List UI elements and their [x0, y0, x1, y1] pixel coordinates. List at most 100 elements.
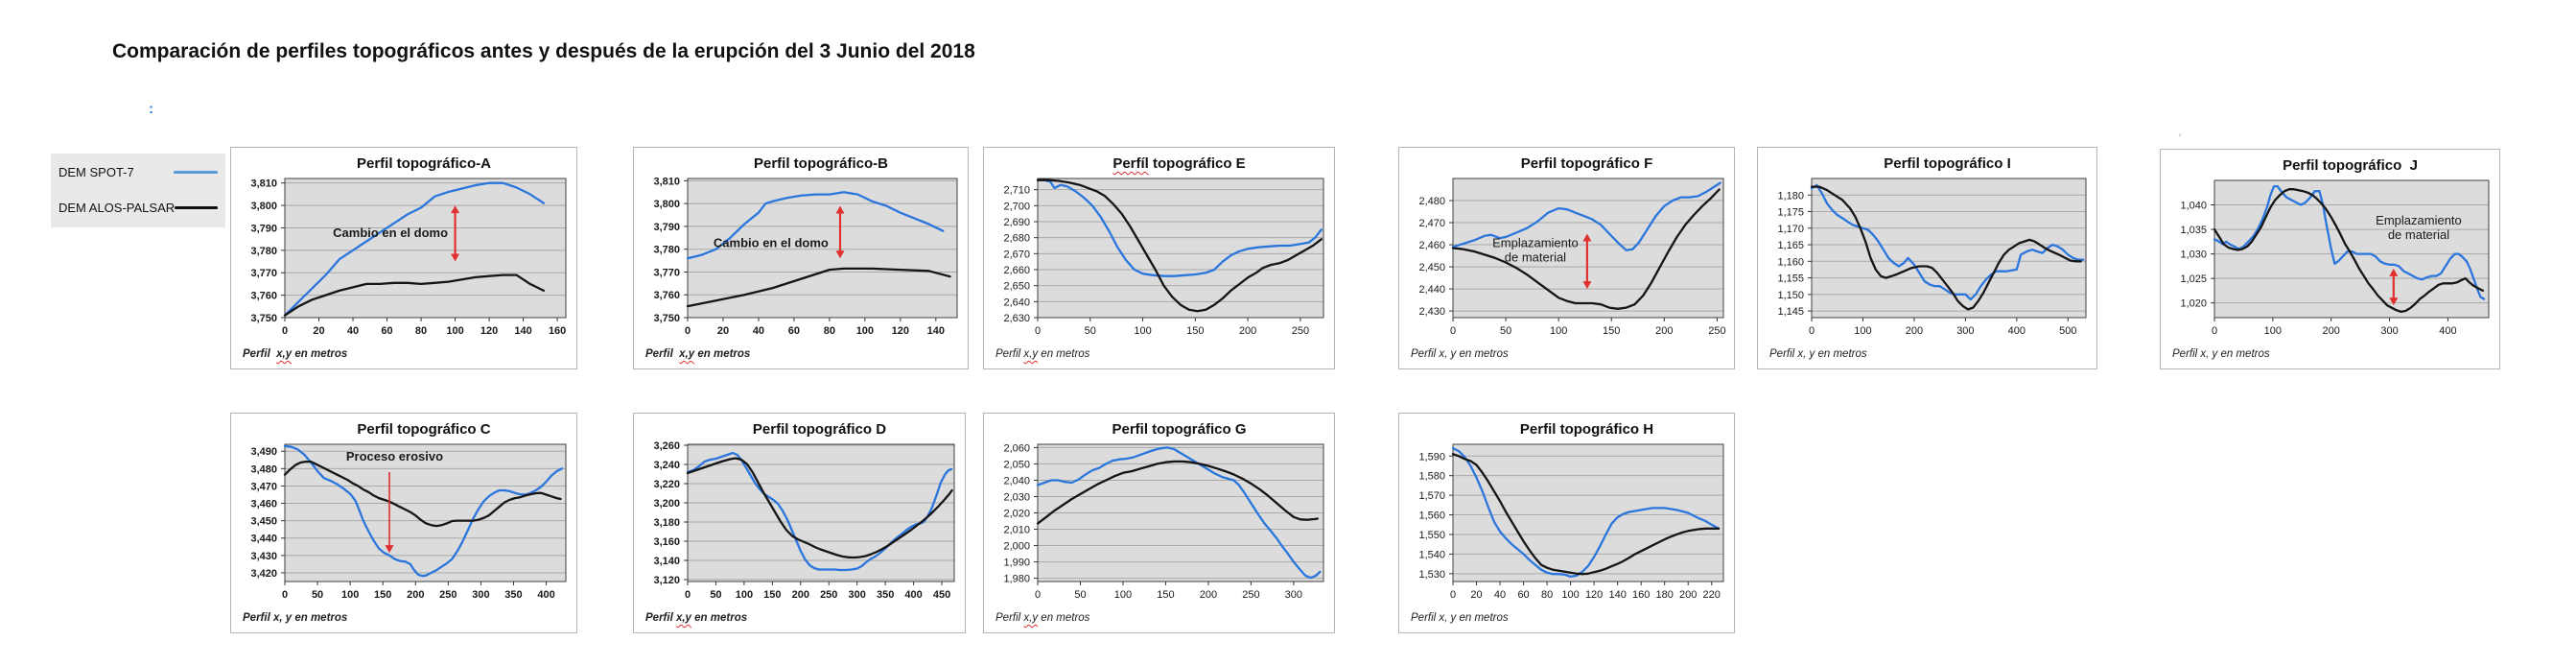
y-tick-label: 1,180	[1777, 190, 1804, 202]
series-line-dem-alos-palsar	[2213, 188, 2485, 314]
chart-plot-I: 1,145 1,150 1,155 1,160 1,165 1,170 1,175 1,180…	[1777, 178, 2087, 337]
x-tick-label: 150	[374, 589, 391, 601]
x-tick-label: 0	[282, 325, 288, 337]
x-tick-label: 180	[1656, 589, 1674, 601]
x-tick-label: 40	[347, 325, 359, 337]
chart-title: Perfil topográfico H	[1519, 421, 1654, 438]
chart-title: Perfíl topográfico E	[1112, 155, 1246, 172]
series-line-dem-alos-palsar	[1036, 178, 1323, 313]
x-tick-label: 200	[407, 589, 424, 601]
x-tick-label: 100	[1854, 325, 1871, 337]
y-tick-label: 3,800	[250, 201, 277, 212]
y-tick-label: 1,530	[1418, 569, 1445, 581]
annotation-text: Emplazamiento	[2376, 213, 2462, 227]
x-tick-label: 250	[1708, 325, 1725, 337]
annotation-text: de material	[1505, 249, 1566, 264]
x-tick-label: 20	[1470, 589, 1482, 601]
x-tick-label: 100	[341, 589, 359, 601]
x-tick-label: 250	[439, 589, 457, 601]
x-tick-label: 400	[2439, 325, 2456, 337]
x-tick-label: 40	[753, 325, 764, 337]
chart-plot-J: 1,020 1,025 1,030 1,035 1,040 0 100 200 300 400 Em…	[2180, 179, 2490, 337]
x-tick-label: 100	[1114, 589, 1132, 601]
y-tick-label: 2,630	[1003, 313, 1030, 324]
y-tick-label: 3,810	[250, 178, 277, 190]
x-tick-label: 300	[1285, 589, 1302, 601]
x-tick-label: 200	[1906, 325, 1923, 337]
series-line-dem-alos-palsar	[686, 267, 951, 308]
x-tick-label: 0	[2212, 325, 2217, 337]
series-line-dem-alos-palsar	[283, 273, 546, 317]
x-tick-label: 200	[1200, 589, 1217, 601]
y-tick-label: 2,440	[1418, 284, 1445, 296]
chart-title: Perfil topográfico-A	[356, 155, 491, 172]
x-tick-label: 120	[480, 325, 498, 337]
y-tick-label: 2,040	[1003, 475, 1030, 487]
x-tick-label: 200	[2323, 325, 2340, 337]
y-tick-label: 1,980	[1003, 574, 1030, 585]
y-tick-label: 3,780	[250, 246, 277, 257]
legend-line-spot7-icon	[174, 170, 218, 174]
y-tick-label: 1,035	[2180, 225, 2207, 236]
chart-xlabel: Perfil x,y en metros	[645, 612, 748, 624]
x-tick-label: 200	[1679, 589, 1697, 601]
chart-title: Perfil topográfico J	[2283, 157, 2418, 174]
x-tick-label: 0	[282, 589, 288, 601]
x-tick-label: 400	[904, 589, 922, 601]
y-tick-label: 3,420	[250, 568, 277, 580]
series-line-dem-spot7	[1451, 181, 1721, 251]
x-tick-label: 250	[1242, 589, 1259, 601]
y-tick-label: 1,540	[1418, 549, 1445, 560]
series-line-dem-spot7	[686, 451, 953, 572]
legend-item-alos: DEM ALOS-PALSAR	[59, 199, 218, 216]
y-tick-label: 2,690	[1003, 217, 1030, 228]
series-line-dem-spot7	[686, 191, 945, 260]
y-tick-label: 2,430	[1418, 306, 1445, 318]
y-tick-label: 2,450	[1418, 262, 1445, 273]
y-tick-label: 3,460	[250, 499, 277, 511]
legend-label: DEM ALOS-PALSAR	[59, 200, 176, 215]
x-tick-label: 400	[2008, 325, 2026, 337]
chart-xlabel: Perfil x,y en metros	[243, 348, 348, 360]
chart-title: Perfil topográfico-B	[753, 155, 888, 172]
x-tick-label: 120	[892, 325, 909, 337]
down-arrow-icon	[385, 471, 394, 554]
y-tick-label: 1,150	[1777, 290, 1804, 301]
y-tick-label: 3,430	[250, 551, 277, 562]
y-tick-label: 3,480	[250, 463, 277, 475]
y-tick-label: 1,145	[1777, 306, 1804, 318]
y-tick-label: 1,155	[1777, 273, 1804, 285]
y-tick-label: 2,650	[1003, 281, 1030, 293]
y-tick-label: 1,175	[1777, 207, 1804, 219]
y-tick-label: 3,220	[653, 479, 680, 490]
x-tick-label: 100	[1134, 325, 1151, 337]
x-tick-label: 100	[856, 325, 874, 337]
x-tick-label: 300	[1956, 325, 1974, 337]
chart-xlabel: Perfil x, y en metros	[243, 612, 348, 624]
chart-plot-B: 3,750 3,760 3,770 3,780 3,790 3,800 3,810 0 20 40…	[653, 176, 958, 337]
y-tick-label: 3,780	[653, 245, 680, 256]
y-tick-label: 2,020	[1003, 509, 1030, 520]
x-tick-label: 50	[1500, 325, 1511, 337]
x-tick-label: 60	[788, 325, 800, 337]
x-tick-label: 500	[2059, 325, 2076, 337]
x-tick-label: 300	[849, 589, 866, 601]
x-tick-label: 350	[504, 589, 522, 601]
y-tick-label: 2,680	[1003, 233, 1030, 245]
y-tick-label: 3,770	[653, 267, 680, 278]
chart-H: 1,530 1,540 1,550 1,560 1,570 1,580 1,590 0 20 40…	[1398, 413, 1735, 633]
series-line-dem-alos-palsar	[686, 457, 953, 559]
y-tick-label: 3,760	[250, 291, 277, 302]
x-tick-label: 140	[1608, 589, 1626, 601]
x-tick-label: 0	[1035, 589, 1041, 601]
annotation-text: de material	[2388, 227, 2449, 242]
y-tick-label: 3,120	[653, 575, 680, 586]
x-tick-label: 100	[446, 325, 463, 337]
y-tick-label: 3,180	[653, 517, 680, 529]
series-line-dem-spot7	[1036, 446, 1322, 580]
x-tick-label: 150	[763, 589, 781, 601]
x-tick-label: 20	[717, 325, 729, 337]
series-line-dem-spot7	[283, 444, 564, 578]
stray-colon-mark: :	[149, 101, 153, 117]
series-line-dem-alos-palsar	[1810, 185, 2082, 311]
